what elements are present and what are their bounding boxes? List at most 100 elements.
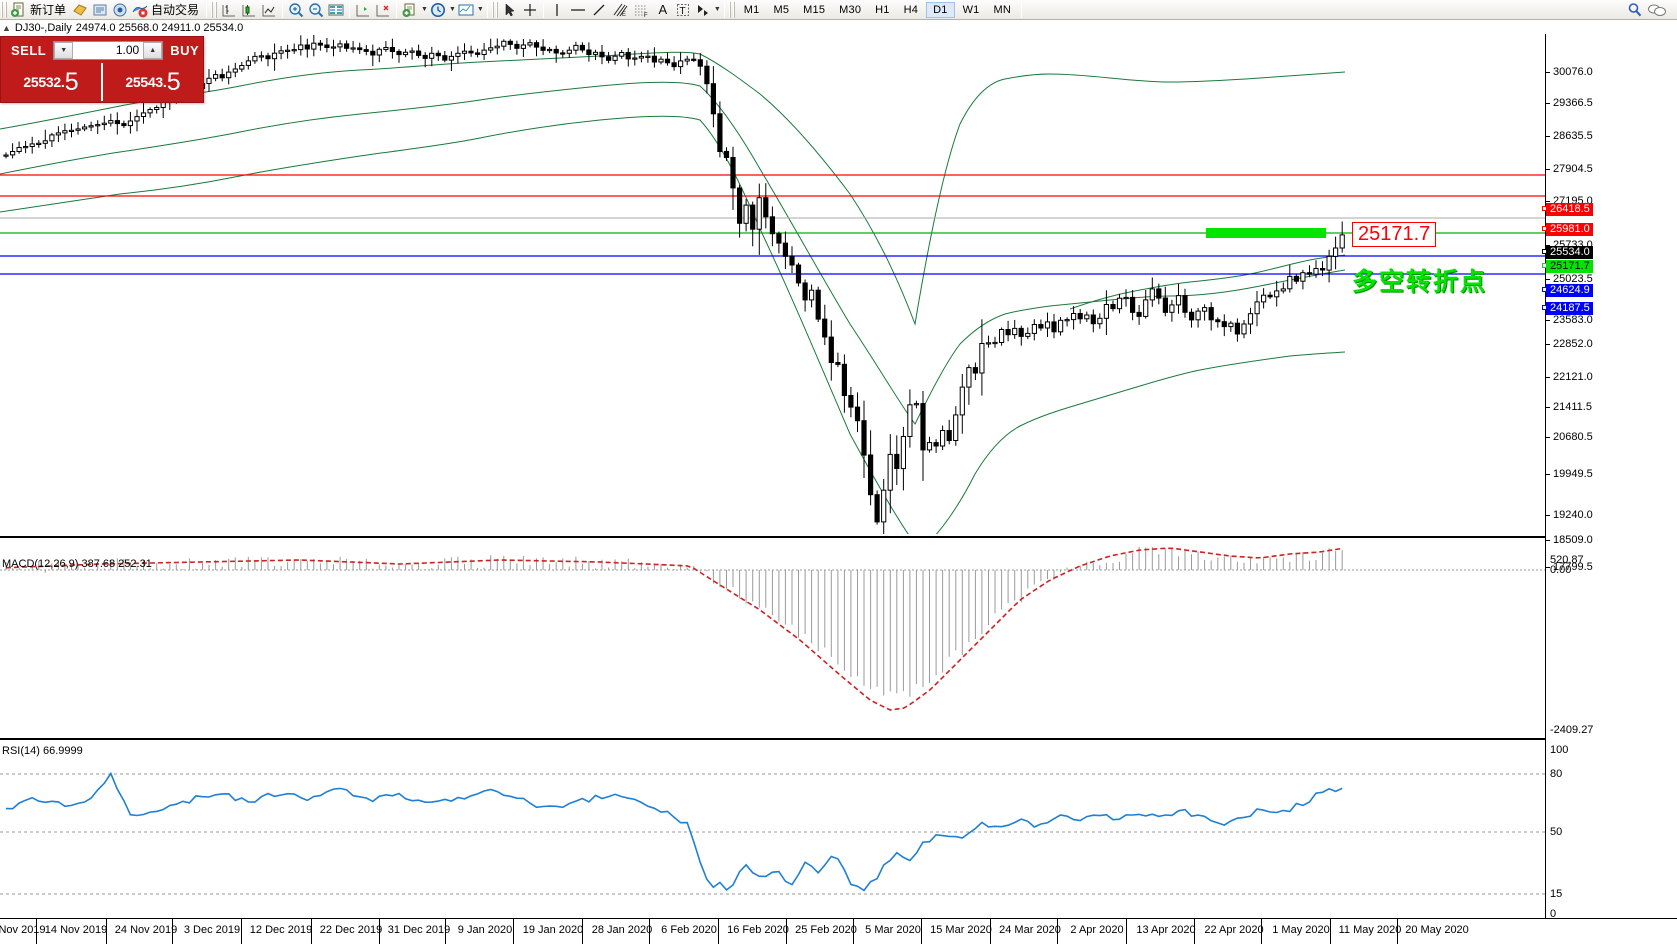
expert-advisors-icon[interactable]	[71, 1, 89, 19]
search-icon[interactable]	[1626, 1, 1644, 19]
chart-collapse-icon[interactable]: ▲	[2, 22, 11, 33]
zoom-out-icon[interactable]	[307, 1, 325, 19]
timeframe-m1[interactable]: M1	[743, 3, 760, 16]
timeframe-m5[interactable]: M5	[773, 3, 790, 16]
price-level-label[interactable]: 24187.5	[1546, 302, 1593, 315]
toolbar-grip[interactable]	[1, 1, 7, 18]
timeframe-h4[interactable]: H4	[903, 3, 919, 16]
candlestick-chart-icon[interactable]	[240, 1, 258, 19]
toolbar-grip-3[interactable]	[491, 1, 498, 18]
candle-body	[579, 44, 585, 51]
sell-price[interactable]: 25532. 5	[23, 68, 79, 96]
candle-body	[737, 187, 743, 224]
price-level-handle[interactable]	[1542, 249, 1547, 254]
chinese-annotation-text[interactable]: 多空转折点	[1352, 267, 1488, 296]
crosshair-icon[interactable]	[521, 1, 539, 19]
auto-trading-label[interactable]: 自动交易	[151, 3, 200, 17]
auto-trading-icon[interactable]	[131, 1, 149, 19]
new-order-icon[interactable]	[10, 1, 28, 19]
templates-dropdown-caret[interactable]: ▼	[476, 6, 484, 13]
chart-shift-icon[interactable]	[354, 1, 372, 19]
volume-stepper[interactable]: ▼ 1.00 ▲	[53, 40, 164, 60]
price-chart-pane[interactable]	[0, 34, 1545, 534]
price-level-handle[interactable]	[1542, 305, 1547, 310]
timeframe-mn[interactable]: MN	[993, 3, 1011, 16]
toolbar-separator-2	[282, 1, 284, 18]
macd-pane[interactable]	[0, 540, 1545, 738]
candle-body	[606, 56, 612, 61]
date-tick	[582, 919, 583, 944]
new-order-label[interactable]: 新订单	[30, 3, 67, 17]
toolbar-grip-2[interactable]	[211, 1, 218, 18]
indicators-icon[interactable]	[401, 1, 419, 19]
date-label: 25 Feb 2020	[795, 924, 857, 936]
volume-increase-button[interactable]: ▲	[143, 41, 163, 59]
candle-body	[684, 58, 690, 62]
volume-decrease-button[interactable]: ▼	[54, 41, 74, 59]
candle-body	[769, 216, 775, 235]
date-tick	[921, 919, 922, 944]
sell-button[interactable]: SELL	[11, 42, 47, 58]
timeframe-m15[interactable]: M15	[803, 3, 826, 16]
candle-body	[881, 489, 887, 523]
candle-body	[88, 125, 94, 128]
navigator-icon[interactable]	[111, 1, 129, 19]
buy-price[interactable]: 25543. 5	[101, 63, 203, 101]
candle-body	[350, 47, 356, 50]
shapes-icon[interactable]	[694, 1, 712, 19]
volume-input[interactable]: 1.00	[73, 41, 144, 59]
price-level-label[interactable]: 25981.0	[1546, 223, 1593, 236]
one-click-trading-panel[interactable]: SELL ▼ 1.00 ▲ BUY 25532. 5 25543. 5	[0, 36, 204, 103]
shapes-dropdown-caret[interactable]: ▼	[713, 6, 721, 13]
zoom-in-icon[interactable]	[287, 1, 305, 19]
toolbar-grip-4[interactable]	[728, 1, 735, 18]
candle-body	[1208, 307, 1214, 321]
moving-average-line	[1069, 254, 1346, 310]
candle-body	[730, 157, 736, 189]
candle-body	[1202, 307, 1208, 312]
price-level-label[interactable]: 25534.0	[1546, 246, 1593, 259]
cursor-icon[interactable]	[501, 1, 519, 19]
horizontal-line-icon[interactable]	[568, 1, 588, 19]
price-level-handle[interactable]	[1542, 263, 1547, 268]
chat-icon[interactable]	[1646, 1, 1668, 19]
fibonacci-icon[interactable]: F	[632, 1, 652, 19]
highlight-zone-rectangle[interactable]	[1206, 228, 1326, 238]
candle-body	[887, 453, 893, 491]
auto-scroll-icon[interactable]	[374, 1, 392, 19]
vertical-line-icon[interactable]	[548, 1, 566, 19]
candle-body	[108, 120, 114, 124]
timeframe-w1[interactable]: W1	[962, 3, 980, 16]
price-level-handle[interactable]	[1542, 287, 1547, 292]
period-dropdown-caret[interactable]: ▼	[448, 6, 456, 13]
timeframe-h1[interactable]: H1	[875, 3, 890, 16]
indicators-dropdown-caret[interactable]: ▼	[421, 6, 428, 13]
date-scale[interactable]: Nov 2019 14 Nov 2019 24 Nov 2019 3 Dec 2019…	[0, 918, 1677, 944]
price-annotation-box[interactable]: 25171.7	[1352, 222, 1437, 247]
equidistant-channel-icon[interactable]: E	[610, 1, 630, 19]
price-level-handle[interactable]	[1542, 206, 1547, 211]
date-tick	[36, 919, 37, 944]
price-level-label[interactable]: 24624.9	[1546, 284, 1593, 297]
price-level-label[interactable]: 26418.5	[1546, 203, 1593, 216]
timeframe-d1[interactable]: D1	[926, 1, 955, 18]
trend-line-icon[interactable]	[590, 1, 608, 19]
date-label: 14 Nov 2019	[44, 924, 108, 936]
line-chart-icon[interactable]	[260, 1, 278, 19]
candle-body	[422, 54, 428, 59]
price-level-label[interactable]: 25171.7	[1546, 260, 1593, 273]
price-level-handle[interactable]	[1542, 226, 1547, 231]
rsi-pane[interactable]	[0, 742, 1545, 917]
templates-icon[interactable]	[457, 1, 475, 19]
price-scale[interactable]: 30076.0 29366.5 28635.5 27904.5 27195.0 25733…	[1542, 34, 1677, 920]
timeframe-m30[interactable]: M30	[839, 3, 862, 16]
label-icon[interactable]: T	[674, 1, 692, 19]
timeframe-group: M1 M5 M15 M30 H1 H4 D1 W1 MN	[737, 1, 1018, 18]
period-icon[interactable]	[429, 1, 447, 19]
buy-button[interactable]: BUY	[170, 42, 200, 58]
text-icon[interactable]: A	[658, 2, 668, 17]
data-window-icon[interactable]	[91, 1, 109, 19]
market-watch-icon[interactable]	[327, 1, 345, 19]
candle-body	[1110, 304, 1116, 310]
bar-chart-icon[interactable]	[220, 1, 238, 19]
